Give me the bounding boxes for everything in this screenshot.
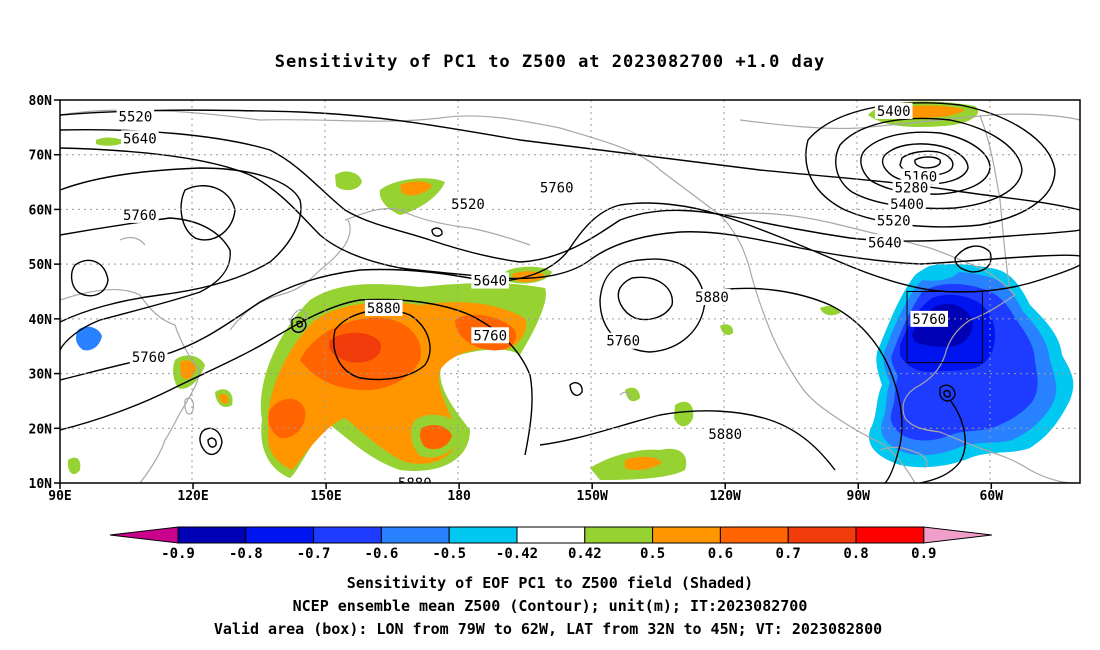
contour-label: 5640 [473, 274, 507, 290]
contour-label-bg [874, 212, 913, 229]
longitude-axis: 90E 120E 150E 180 150W 120W 90W 60W [48, 483, 1003, 504]
colorbar-swatch [245, 526, 315, 544]
colorbar-swatch [177, 526, 247, 544]
colorbar-swatch [652, 526, 721, 544]
colorbar-label: -0.7 [297, 546, 331, 562]
colorbar-high-triangle [923, 526, 992, 544]
colorbar-swatch [787, 526, 857, 544]
contour-label-bg [121, 130, 159, 147]
positive-sensitivity-shading [67, 101, 979, 480]
lat-tick-label: 20N [29, 422, 53, 437]
contour-label-bg [121, 206, 159, 223]
contour-label-bg [866, 234, 904, 251]
colorbar-swatch [448, 526, 518, 544]
lat-tick-label: 70N [29, 149, 53, 164]
contour-label-bg [874, 102, 913, 119]
colorbar-swatch [313, 526, 382, 544]
colorbar-label: 0.5 [640, 546, 665, 562]
colorbar-low-triangle [109, 526, 179, 544]
contour-label: 5880 [367, 301, 401, 317]
colorbar-swatch [584, 526, 654, 544]
valid-area-box [906, 291, 983, 364]
lat-tick-label: 40N [29, 313, 53, 328]
contour-label: 5760 [473, 328, 507, 344]
contour-label: 5880 [695, 290, 729, 306]
colorbar-label: -0.8 [229, 546, 263, 562]
lat-lon-grid [60, 100, 1080, 483]
colorbar-label: 0.6 [708, 546, 733, 562]
lon-tick-label: 90E [48, 489, 71, 504]
contour-label: 5640 [123, 131, 157, 147]
caption-line-3: Valid area (box): LON from 79W to 62W, L… [214, 620, 882, 638]
colorbar-label: 0.42 [568, 546, 602, 562]
lat-tick-label: 50N [29, 258, 53, 273]
contour-label-bg [892, 179, 931, 196]
contour-label-bg [129, 349, 168, 366]
contour-label: 5880 [708, 427, 742, 443]
contour-label-bg [706, 425, 745, 442]
lon-tick-label: 180 [447, 489, 471, 504]
contour-label-bg [364, 299, 403, 316]
contour-label: 5760 [912, 312, 946, 328]
lat-tick-label: 30N [29, 368, 53, 383]
colorbar-label: 0.7 [776, 546, 801, 562]
plot-frame [59, 99, 1081, 484]
negative-sensitivity-shading [75, 264, 1074, 468]
contour-label-bg [471, 327, 509, 344]
contour-label-bg [604, 332, 643, 349]
contour-label-bg [449, 195, 487, 212]
contour-label: 5880 [398, 476, 432, 492]
contour-label: 5520 [451, 197, 485, 213]
contour-label-bg [471, 272, 509, 289]
colorbar-swatch [516, 526, 586, 544]
contour-label-bg [910, 310, 949, 327]
contour-label-bg [537, 179, 576, 196]
contour-label: 5760 [606, 334, 640, 350]
colorbar-label: -0.5 [432, 546, 466, 562]
contour-label: 5760 [132, 350, 166, 366]
lon-tick-label: 150E [310, 489, 341, 504]
contour-label-bg [693, 288, 731, 305]
contour-label: 5640 [868, 235, 902, 251]
lon-tick-label: 150W [577, 489, 608, 504]
colorbar-label: -0.42 [496, 546, 538, 562]
lat-tick-label: 10N [29, 477, 53, 492]
contour-label: 5280 [895, 181, 929, 197]
contour-label: 5760 [540, 181, 574, 197]
contour-label: 5520 [877, 213, 911, 229]
colorbar-label: 0.9 [911, 546, 936, 562]
lat-tick-label: 80N [29, 94, 53, 109]
contour-label: 5400 [890, 197, 924, 213]
colorbar-label: 0.8 [843, 546, 868, 562]
colorbar-swatch [855, 526, 925, 544]
colorbar-label: -0.9 [161, 546, 195, 562]
lon-tick-label: 60W [980, 489, 1004, 504]
contour-label: 5760 [123, 208, 157, 224]
caption-line-2: NCEP ensemble mean Z500 (Contour); unit(… [293, 597, 808, 615]
colorbar-swatch [719, 526, 789, 544]
lon-tick-label: 90W [847, 489, 871, 504]
latitude-axis: 80N 70N 60N 50N 40N 30N 20N 10N [29, 94, 60, 492]
lon-tick-label: 120E [177, 489, 208, 504]
contour-label: 5520 [119, 109, 153, 125]
contour-label-bg [395, 475, 434, 483]
colorbar-label: -0.6 [365, 546, 399, 562]
colorbar: -0.9 -0.8 -0.7 -0.6 -0.5 -0.42 0.42 0.5 0.6 0.7 0.… [109, 526, 992, 562]
map-title: Sensitivity of PC1 to Z500 at 2023082700… [275, 52, 826, 72]
lat-tick-label: 60N [29, 203, 53, 218]
contour-label-bg [888, 195, 926, 212]
contour-labels: 5520564057605520576054005160528054005520… [116, 102, 949, 492]
caption-line-1: Sensitivity of EOF PC1 to Z500 field (Sh… [347, 574, 753, 592]
lon-tick-label: 120W [710, 489, 741, 504]
contour-label-bg [116, 108, 155, 125]
contour-label: 5400 [877, 104, 911, 120]
colorbar-swatch [380, 526, 450, 544]
coastlines [60, 109, 1080, 483]
